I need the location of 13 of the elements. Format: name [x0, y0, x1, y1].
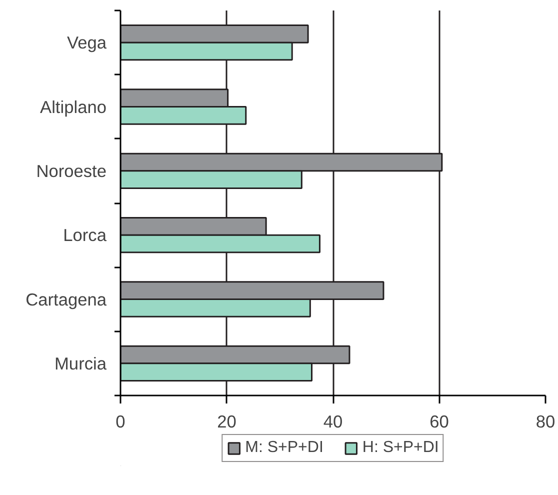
y-tick-label: Noroeste — [36, 160, 106, 181]
y-tick-label: Vega — [66, 32, 107, 53]
y-tick-label: Altiplano — [40, 96, 107, 117]
legend-label: M: S+P+DI — [245, 439, 324, 457]
y-tick-label: Murcia — [54, 353, 107, 374]
y-tick-label: Lorca — [63, 225, 107, 246]
y-tick-label: Cartagena — [26, 289, 107, 310]
x-tick-label: 60 — [430, 412, 449, 432]
x-tick-label: 0 — [116, 412, 126, 432]
x-tick-label: 20 — [217, 412, 236, 432]
legend-label: H: S+P+DI — [362, 439, 439, 457]
x-tick-label: 40 — [323, 412, 343, 432]
x-tick-label: 80 — [536, 412, 556, 432]
